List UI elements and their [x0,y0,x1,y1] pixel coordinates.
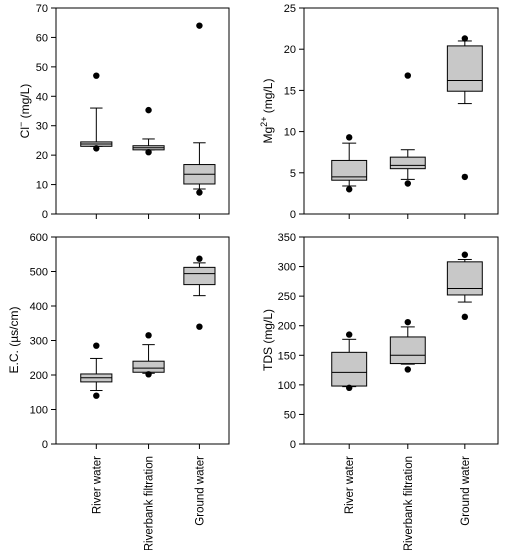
box-iqr [446,45,483,92]
category-label: Riverbank filtration [144,456,156,550]
outlier-point [145,149,152,156]
chart-panel-1: 0 10 20 30 40 50 60 70 Cl− (mg/L) [16,3,230,221]
y-tick-label: 600 [30,232,48,244]
outlier-point [346,134,353,141]
outlier-point [145,106,152,114]
box-iqr [389,336,426,365]
box-3 [183,255,216,330]
y-axis-label: TDS (mg/L) [261,309,275,371]
box-3 [446,251,483,321]
y-tick-label: 300 [30,336,48,348]
y-axis-label: E.C. (µs/cm) [7,307,21,374]
outlier-point [461,251,469,258]
chart-panel-2: 0 5 10 15 20 25 Mg2+ (mg/L) [259,3,499,221]
y-tick-label: 10 [284,127,296,139]
outlier-point [346,186,353,193]
box-1 [331,331,368,392]
outlier-point [346,384,353,392]
y-tick-label: 20 [36,150,48,162]
box-iqr [132,360,165,373]
box-iqr [446,261,483,296]
outlier-point [93,342,100,349]
y-tick-label: 300 [278,262,296,274]
y-tick-label: 25 [284,3,296,15]
y-tick-label: 0 [290,209,296,221]
y-tick-label: 20 [284,44,296,56]
y-tick-label: 150 [278,350,296,362]
outlier-point [145,371,152,378]
category-label: River water [344,456,356,514]
outlier-point [196,255,203,262]
y-tick-label: 50 [284,409,296,421]
box-2 [132,332,165,378]
y-tick-label: 350 [278,232,296,244]
box-iqr [183,266,216,286]
y-tick-label: 250 [278,291,296,303]
outlier-point [404,72,411,79]
y-tick-label: 70 [36,3,48,15]
y-tick-label: 0 [42,439,48,451]
y-tick-label: 100 [30,405,48,417]
box-2 [389,72,426,187]
box-1 [80,72,113,152]
y-tick-label: 15 [284,85,296,97]
outlier-point [404,318,411,326]
outlier-point [196,323,203,330]
y-tick-label: 200 [278,321,296,333]
outlier-point [145,332,152,339]
box-1 [331,134,368,193]
y-axis-label: Cl− (mg/L) [16,84,32,139]
outlier-point [93,145,100,152]
y-tick-label: 5 [290,168,296,180]
plot-frame [55,7,230,215]
y-tick-label: 30 [36,121,48,133]
outlier-point [461,173,469,181]
outlier-point [93,72,100,79]
category-label: Ground water [194,456,206,526]
outlier-point [196,189,203,196]
y-tick-label: 40 [36,91,48,103]
outlier-point [461,313,469,321]
box-iqr [331,351,368,387]
outlier-point [404,366,411,373]
plot-frame [303,7,499,215]
y-tick-label: 60 [36,32,48,44]
plot-frame [303,236,499,445]
y-tick-label: 100 [278,380,296,392]
y-tick-label: 0 [42,209,48,221]
box-1 [80,342,113,399]
y-tick-label: 200 [30,370,48,382]
box-2 [132,106,165,156]
y-tick-label: 50 [36,62,48,74]
box-2 [389,318,426,373]
y-axis-label: Mg2+ (mg/L) [259,79,275,144]
outlier-point [404,180,411,187]
outlier-point [93,392,100,399]
outlier-point [346,331,353,338]
y-tick-label: 400 [30,301,48,313]
category-label: Ground water [460,456,472,526]
box-iqr [389,156,426,170]
box-3 [183,22,216,196]
box-3 [446,35,483,181]
y-tick-label: 500 [30,267,48,279]
category-label: River water [91,456,103,514]
box-iqr [331,159,368,181]
category-label: Riverbank filtration [403,456,415,550]
outlier-point [196,22,203,29]
chart-panel-3: 0 100 200 300 400 500 600 E.C. (µs/cm) River wat… [7,232,230,550]
chart-panel-4: 0 50 100 150 200 250 300 350 TDS (mg/L) River wat… [261,232,499,550]
y-tick-label: 0 [290,439,296,451]
outlier-point [461,35,469,42]
y-tick-label: 10 [36,180,48,192]
